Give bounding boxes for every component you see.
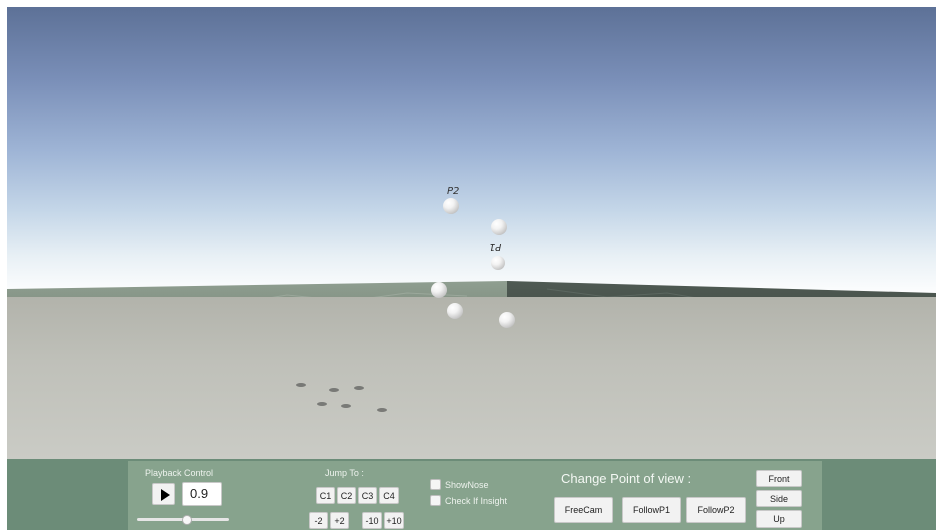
tracking-ball <box>443 198 459 214</box>
tracking-ball <box>447 303 463 319</box>
slider-handle[interactable] <box>182 515 193 525</box>
jump-plus2-button[interactable]: +2 <box>330 512 349 529</box>
ball-shadow <box>296 383 306 387</box>
follow-p2-button[interactable]: FollowP2 <box>686 497 746 523</box>
check-insight-label: Check If Insight <box>445 496 508 506</box>
follow-p1-button[interactable]: FollowP1 <box>622 497 681 523</box>
app-window: P2 P1 Playback Control 0.9 Jump To : C1 … <box>7 7 936 530</box>
sky <box>7 7 936 297</box>
playback-control-title: Playback Control <box>145 468 214 478</box>
tracking-ball <box>499 312 515 328</box>
front-view-button[interactable]: Front <box>756 470 802 487</box>
jump-plus10-button[interactable]: +10 <box>384 512 404 529</box>
ball-shadow <box>317 402 327 406</box>
ball-shadow <box>341 404 351 408</box>
playback-slider[interactable] <box>137 515 229 525</box>
ball-shadow <box>354 386 364 390</box>
play-icon <box>161 489 170 501</box>
jump-minus10-button[interactable]: -10 <box>362 512 382 529</box>
tracking-ball <box>431 282 447 298</box>
jump-minus2-button[interactable]: -2 <box>309 512 328 529</box>
side-view-button[interactable]: Side <box>756 490 802 507</box>
speed-input[interactable]: 0.9 <box>182 482 222 506</box>
player-marker-label: P1 <box>489 241 502 252</box>
show-nose-label: ShowNose <box>445 480 489 490</box>
jump-c3-button[interactable]: C3 <box>358 487 377 504</box>
tracking-ball <box>491 219 507 235</box>
point-of-view-title: Change Point of view : <box>561 471 692 486</box>
up-view-button[interactable]: Up <box>756 510 802 528</box>
show-nose-checkbox[interactable] <box>430 479 441 490</box>
jump-c1-button[interactable]: C1 <box>316 487 335 504</box>
play-button[interactable] <box>152 483 175 505</box>
freecam-button[interactable]: FreeCam <box>554 497 613 523</box>
tracking-ball <box>491 256 505 270</box>
player-marker-label: P2 <box>447 186 460 197</box>
control-panel: Playback Control 0.9 Jump To : C1 C2 C3 … <box>128 461 822 530</box>
floor <box>7 297 936 459</box>
check-insight-checkbox[interactable] <box>430 495 441 506</box>
ball-shadow <box>329 388 339 392</box>
control-bar: Playback Control 0.9 Jump To : C1 C2 C3 … <box>7 459 936 530</box>
3d-viewport[interactable]: P2 P1 <box>7 7 936 459</box>
jump-c4-button[interactable]: C4 <box>379 487 399 504</box>
jump-c2-button[interactable]: C2 <box>337 487 356 504</box>
ball-shadow <box>377 408 387 412</box>
jump-to-title: Jump To : <box>325 468 364 478</box>
